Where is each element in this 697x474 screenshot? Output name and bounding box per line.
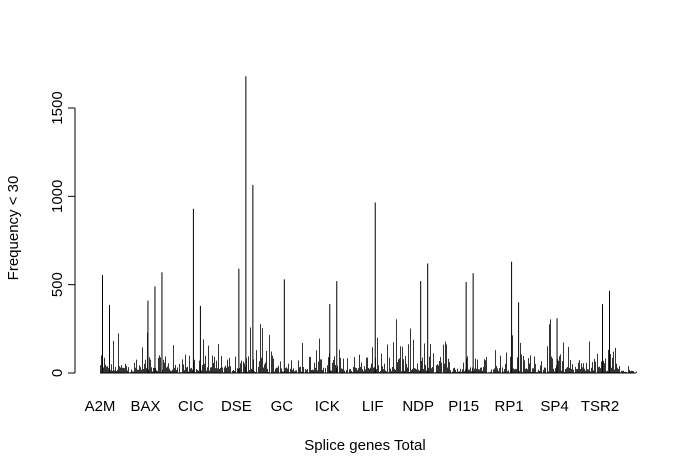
- y-axis-label: Frequency < 30: [5, 176, 22, 281]
- x-axis-label: Splice genes Total: [304, 437, 425, 454]
- bars: [100, 76, 637, 374]
- x-tick-label: ICK: [315, 398, 340, 415]
- x-tick-label: GC: [271, 398, 294, 415]
- x-tick-label: NDP: [402, 398, 434, 415]
- y-tick-label: 1000: [49, 180, 66, 213]
- x-tick-label: DSE: [221, 398, 252, 415]
- x-tick-label: PI15: [448, 398, 479, 415]
- y-tick-label: 500: [49, 272, 66, 297]
- y-tick-label: 1500: [49, 91, 66, 124]
- x-axis-tick-labels: A2M BAX CIC DSE GC ICK LIF NDP PI15 RP1 SP4 TSR2: [85, 398, 620, 415]
- x-tick-label: BAX: [130, 398, 160, 415]
- x-tick-label: LIF: [362, 398, 384, 415]
- x-tick-label: TSR2: [581, 398, 619, 415]
- y-axis: 0 500 1000 1500: [49, 91, 76, 377]
- x-tick-label: CIC: [178, 398, 204, 415]
- y-tick-label: 0: [49, 369, 66, 377]
- x-tick-label: RP1: [494, 398, 523, 415]
- x-tick-label: SP4: [540, 398, 568, 415]
- x-tick-label: A2M: [85, 398, 116, 415]
